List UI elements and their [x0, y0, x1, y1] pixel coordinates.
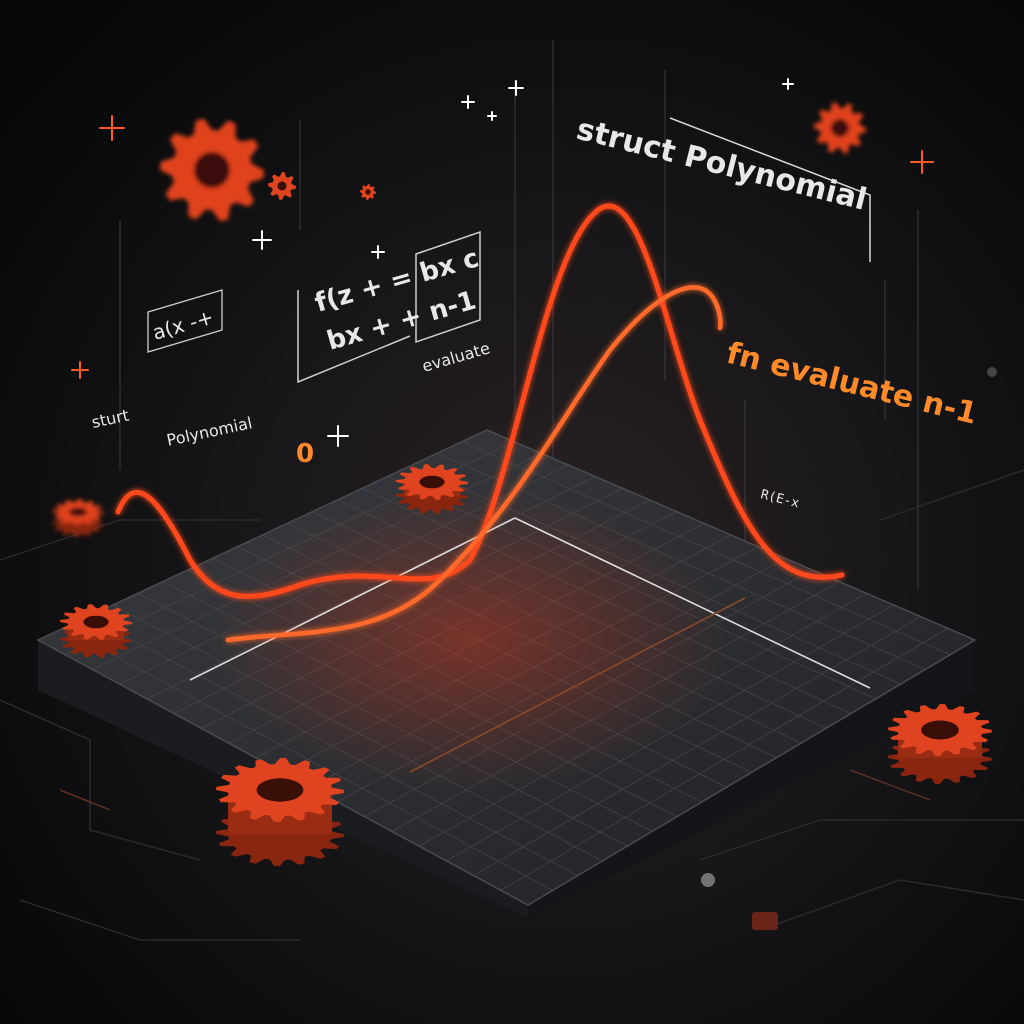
gears: [52, 102, 992, 866]
curve-secondary: [225, 285, 723, 643]
sparkle-icon: [371, 245, 385, 259]
gear-icon: [52, 499, 104, 537]
grid-line: [473, 616, 921, 876]
platform-axes: [189, 517, 871, 773]
sparkle-icon: [461, 95, 475, 109]
polynomial-curves: [115, 203, 845, 643]
vertical-guides: [119, 40, 919, 600]
gear-icon: [60, 604, 132, 658]
sparkle-icon: [487, 111, 497, 121]
platform-glow: [210, 490, 730, 790]
sparkle-icon: [910, 150, 934, 174]
sparkle-icon: [327, 425, 349, 447]
sparkle-icon: [782, 78, 794, 90]
sparkles: [71, 78, 934, 447]
gear-icon: [268, 172, 296, 200]
sparkle-icon: [71, 361, 89, 379]
gear-icon: [360, 184, 376, 200]
gear-icon: [160, 118, 264, 222]
gear-icon: [888, 704, 992, 784]
platform-side: [38, 640, 975, 918]
sparkle-icon: [508, 80, 524, 96]
sparkle-icon: [99, 115, 125, 141]
floor-circuit-lines: [0, 469, 1024, 941]
zero-glyph: 0: [296, 439, 314, 469]
grid-line: [461, 441, 951, 656]
curve-primary: [115, 203, 845, 599]
floating-dots: [701, 367, 997, 930]
gear-icon: [216, 758, 344, 866]
gear-icon: [814, 102, 866, 154]
grid-line: [500, 627, 949, 891]
sparkle-icon: [252, 230, 272, 250]
gear-icon: [396, 464, 468, 514]
